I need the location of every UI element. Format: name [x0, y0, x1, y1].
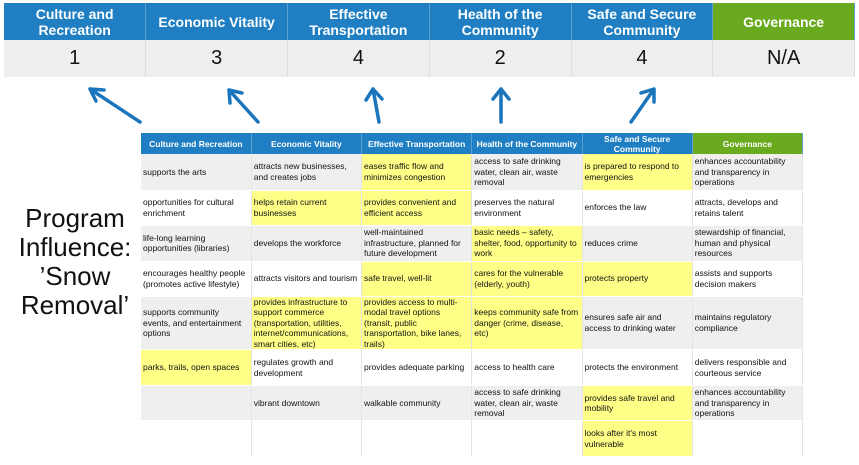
- matrix-header-row: Culture and Recreation Economic Vitality E…: [141, 133, 804, 154]
- matrix-cell-highlighted: basic needs – safety, shelter, food, opp…: [471, 225, 583, 262]
- matrix-cell: access to safe drinking water, clean air…: [471, 385, 583, 421]
- matrix-header: Effective Transportation: [361, 133, 473, 154]
- matrix-cell-highlighted: helps retain current businesses: [251, 190, 363, 226]
- matrix-row: parks, trails, open spaces regulates grow…: [141, 349, 804, 386]
- matrix-cell: reduces crime: [582, 225, 693, 262]
- matrix-cell-highlighted: provides safe travel and mobility: [582, 385, 693, 421]
- matrix-cell: enhances accountability and transparency…: [692, 154, 804, 191]
- summary-header-transportation: Effective Transportation: [287, 3, 430, 40]
- matrix-cell: [361, 420, 473, 457]
- matrix-row: opportunities for cultural enrichment hel…: [141, 190, 804, 226]
- matrix-cell: encourages healthy people (promotes acti…: [141, 261, 252, 297]
- matrix-cell: ensures safe air and access to drinking …: [582, 296, 693, 350]
- matrix-cell: vibrant downtown: [251, 385, 363, 421]
- matrix-cell: delivers responsible and courteous servi…: [692, 349, 804, 386]
- arrow-culture-icon: [88, 87, 142, 124]
- matrix-cell-highlighted: is prepared to respond to emergencies: [582, 154, 693, 191]
- side-label-line: Program: [25, 203, 125, 233]
- arrows: [88, 87, 656, 124]
- score-culture: 1: [4, 40, 147, 77]
- summary-header-health: Health of the Community: [429, 3, 572, 40]
- matrix-cell: regulates growth and development: [251, 349, 363, 386]
- matrix-cell: attracts new businesses, and creates job…: [251, 154, 363, 191]
- arrow-health-icon: [491, 87, 511, 124]
- score-governance: N/A: [712, 40, 855, 77]
- matrix-cell-highlighted: provides convenient and efficient access: [361, 190, 473, 226]
- matrix-header: Culture and Recreation: [141, 133, 252, 154]
- matrix-cell: supports community events, and entertain…: [141, 296, 252, 350]
- matrix-row: encourages healthy people (promotes acti…: [141, 261, 804, 297]
- summary-header-culture: Culture and Recreation: [4, 3, 147, 40]
- matrix-row: supports the arts attracts new businesses…: [141, 154, 804, 191]
- matrix-header: Health of the Community: [471, 133, 583, 154]
- matrix-cell: [471, 420, 583, 457]
- program-influence-label: Program Influence: ’Snow Removal’: [6, 204, 144, 320]
- matrix-cell: access to safe drinking water, clean air…: [471, 154, 583, 191]
- matrix-row: supports community events, and entertain…: [141, 296, 804, 350]
- score-health: 2: [429, 40, 572, 77]
- matrix-cell-highlighted: provides infrastructure to support comme…: [251, 296, 363, 350]
- matrix-cell: provides adequate parking: [361, 349, 473, 386]
- arrow-safe-icon: [629, 87, 656, 124]
- matrix-cell: enforces the law: [582, 190, 693, 226]
- matrix-cell-highlighted: provides access to multi-modal travel op…: [361, 296, 473, 350]
- matrix-cell: assists and supports decision makers: [692, 261, 804, 297]
- summary-header-safe: Safe and Secure Community: [571, 3, 714, 40]
- matrix-header: Governance: [692, 133, 804, 154]
- matrix-header: Safe and Secure Community: [582, 133, 693, 154]
- matrix-cell-highlighted: looks after it's most vulnerable: [582, 420, 693, 457]
- score-transportation: 4: [287, 40, 430, 77]
- side-label-line: ’Snow: [39, 261, 111, 291]
- side-label-line: Influence:: [18, 232, 132, 262]
- summary-header-governance: Governance: [712, 3, 855, 40]
- matrix-cell: [141, 420, 252, 457]
- matrix-cell: life-long learning opportunities (librar…: [141, 225, 252, 262]
- matrix-cell-highlighted: keeps community safe from danger (crime,…: [471, 296, 583, 350]
- matrix-cell: opportunities for cultural enrichment: [141, 190, 252, 226]
- matrix-row: life-long learning opportunities (librar…: [141, 225, 804, 262]
- matrix-cell: well-maintained infrastructure, planned …: [361, 225, 473, 262]
- matrix-cell-highlighted: eases traffic flow and minimizes congest…: [361, 154, 473, 191]
- matrix-cell: [692, 420, 804, 457]
- matrix-cell: preserves the natural environment: [471, 190, 583, 226]
- matrix-cell-highlighted: parks, trails, open spaces: [141, 349, 252, 386]
- summary-table: Culture and Recreation Economic Vitality…: [4, 3, 855, 77]
- arrow-economic-icon: [227, 88, 260, 124]
- matrix-cell: [141, 385, 252, 421]
- matrix-header: Economic Vitality: [251, 133, 363, 154]
- matrix-cell-highlighted: cares for the vulnerable (elderly, youth…: [471, 261, 583, 297]
- score-safe: 4: [571, 40, 714, 77]
- matrix-cell: [251, 420, 363, 457]
- matrix-row: looks after it's most vulnerable: [141, 420, 804, 457]
- matrix-cell: enhances accountability and transparency…: [692, 385, 804, 421]
- matrix-cell: supports the arts: [141, 154, 252, 191]
- matrix-cell: walkable community: [361, 385, 473, 421]
- matrix-cell-highlighted: protects property: [582, 261, 693, 297]
- matrix-cell: stewardship of financial, human and phys…: [692, 225, 804, 262]
- matrix-cell: access to health care: [471, 349, 583, 386]
- matrix-cell: protects the environment: [582, 349, 693, 386]
- arrow-transportation-icon: [364, 87, 384, 124]
- influence-matrix: Culture and Recreation Economic Vitality E…: [141, 133, 804, 457]
- matrix-cell: attracts, develops and retains talent: [692, 190, 804, 226]
- side-label-line: Removal’: [20, 290, 130, 320]
- matrix-cell: attracts visitors and tourism: [251, 261, 363, 297]
- score-economic: 3: [145, 40, 288, 77]
- matrix-cell-highlighted: safe travel, well-lit: [361, 261, 473, 297]
- matrix-row: vibrant downtown walkable community access…: [141, 385, 804, 421]
- matrix-cell: maintains regulatory compliance: [692, 296, 804, 350]
- summary-header-economic: Economic Vitality: [145, 3, 288, 40]
- matrix-cell: develops the workforce: [251, 225, 363, 262]
